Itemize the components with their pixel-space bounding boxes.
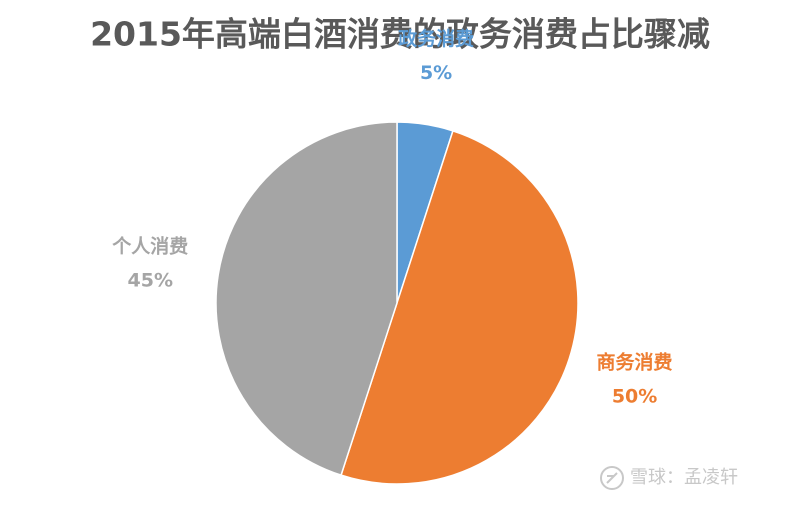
value-label: 50% (612, 386, 657, 408)
watermark-icon (600, 466, 624, 490)
slice-label: 政务消费 (398, 27, 474, 50)
slice-label: 个人消费 (111, 234, 188, 257)
slice-label: 商务消费 (597, 351, 673, 374)
pie-slice (215, 121, 398, 477)
value-label: 45% (128, 269, 173, 291)
watermark: 雪球：孟凌轩 (630, 467, 738, 488)
pie-slice (340, 129, 579, 485)
value-label: 5% (420, 62, 452, 84)
chart-title: 2015年高端白酒消费的政务消费占比骤减 (90, 15, 710, 54)
